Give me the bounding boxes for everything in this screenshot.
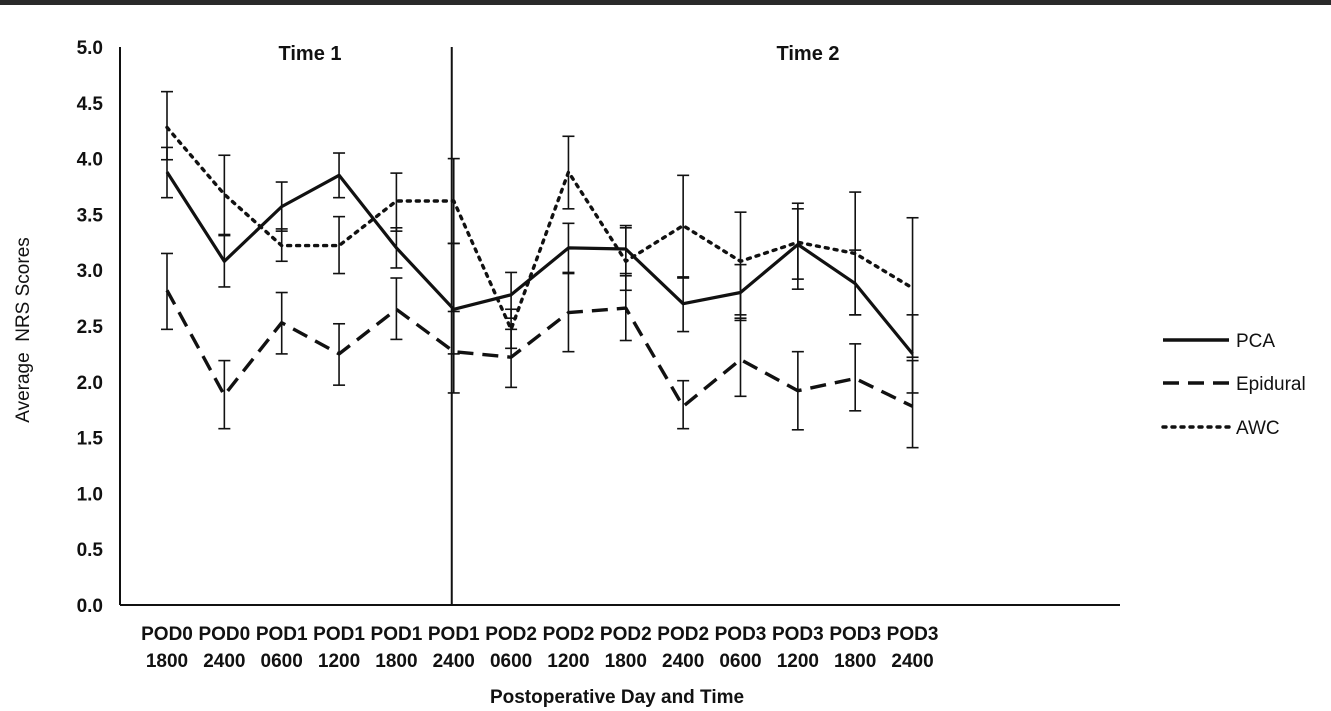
x-tick-label: 1800 [375, 651, 417, 672]
axes [119, 47, 1120, 606]
x-tick-label: POD2 [600, 624, 652, 645]
x-tick-label: POD1 [256, 624, 308, 645]
y-tick-label: 2.5 [77, 317, 104, 338]
x-tick-label: POD3 [772, 624, 824, 645]
top-rule [0, 0, 1331, 5]
y-tick-label: 4.5 [77, 94, 104, 115]
x-tick-label: 2400 [662, 651, 704, 672]
x-tick-label: 1200 [318, 651, 360, 672]
x-tick-label: 2400 [891, 651, 933, 672]
legend: PCA Epidural AWC [1161, 331, 1306, 439]
y-tick-label: 3.0 [77, 261, 103, 282]
x-tick-label: 1800 [605, 651, 647, 672]
x-axis-categories: POD0 1800 POD0 2400 POD1 0600 POD1 1200 POD1 1800… [141, 624, 938, 672]
x-tick-label: POD2 [485, 624, 537, 645]
y-tick-label: 3.5 [77, 205, 104, 226]
x-tick-label: POD3 [829, 624, 881, 645]
x-tick-label: 2400 [203, 651, 245, 672]
x-tick-label: 0600 [261, 651, 303, 672]
legend-label-awc: AWC [1236, 418, 1280, 439]
y-tick-label: 5.0 [77, 38, 103, 59]
x-tick-label: 1200 [547, 651, 589, 672]
x-tick-label: POD0 [141, 624, 193, 645]
x-tick-label: 0600 [490, 651, 532, 672]
y-axis-title: Average NRS Scores [13, 237, 34, 423]
x-tick-label: POD3 [715, 624, 767, 645]
y-tick-label: 0.5 [77, 540, 104, 561]
x-tick-label: 1800 [834, 651, 876, 672]
y-tick-label: 2.0 [77, 373, 103, 394]
legend-label-pca: PCA [1236, 331, 1275, 352]
error-bars [161, 90, 919, 449]
y-tick-label: 4.0 [77, 150, 103, 171]
x-tick-label: POD2 [657, 624, 709, 645]
series-lines [165, 125, 915, 409]
x-tick-label: POD1 [428, 624, 480, 645]
x-tick-label: 1800 [146, 651, 188, 672]
series-line-pca [165, 171, 914, 355]
series-line-awc [165, 125, 915, 331]
x-tick-label: POD1 [371, 624, 423, 645]
x-tick-label: POD1 [313, 624, 365, 645]
x-tick-label: 2400 [433, 651, 475, 672]
y-tick-label: 1.5 [77, 429, 104, 450]
x-tick-label: 1200 [777, 651, 819, 672]
series-line-epidural [165, 289, 914, 409]
annotation-time-2: Time 2 [777, 43, 840, 65]
y-axis-ticks: 0.0 0.5 1.0 1.5 2.0 2.5 3.0 3.5 4.0 4.5 5.0 [77, 38, 104, 617]
x-tick-label: POD2 [543, 624, 595, 645]
y-tick-label: 1.0 [77, 484, 103, 505]
legend-label-epidural: Epidural [1236, 374, 1306, 395]
x-tick-label: 0600 [719, 651, 761, 672]
x-tick-label: POD0 [198, 624, 250, 645]
y-tick-label: 0.0 [77, 596, 103, 617]
annotation-time-1: Time 1 [279, 43, 342, 65]
x-axis-title: Postoperative Day and Time [490, 687, 744, 708]
x-tick-label: POD3 [887, 624, 939, 645]
